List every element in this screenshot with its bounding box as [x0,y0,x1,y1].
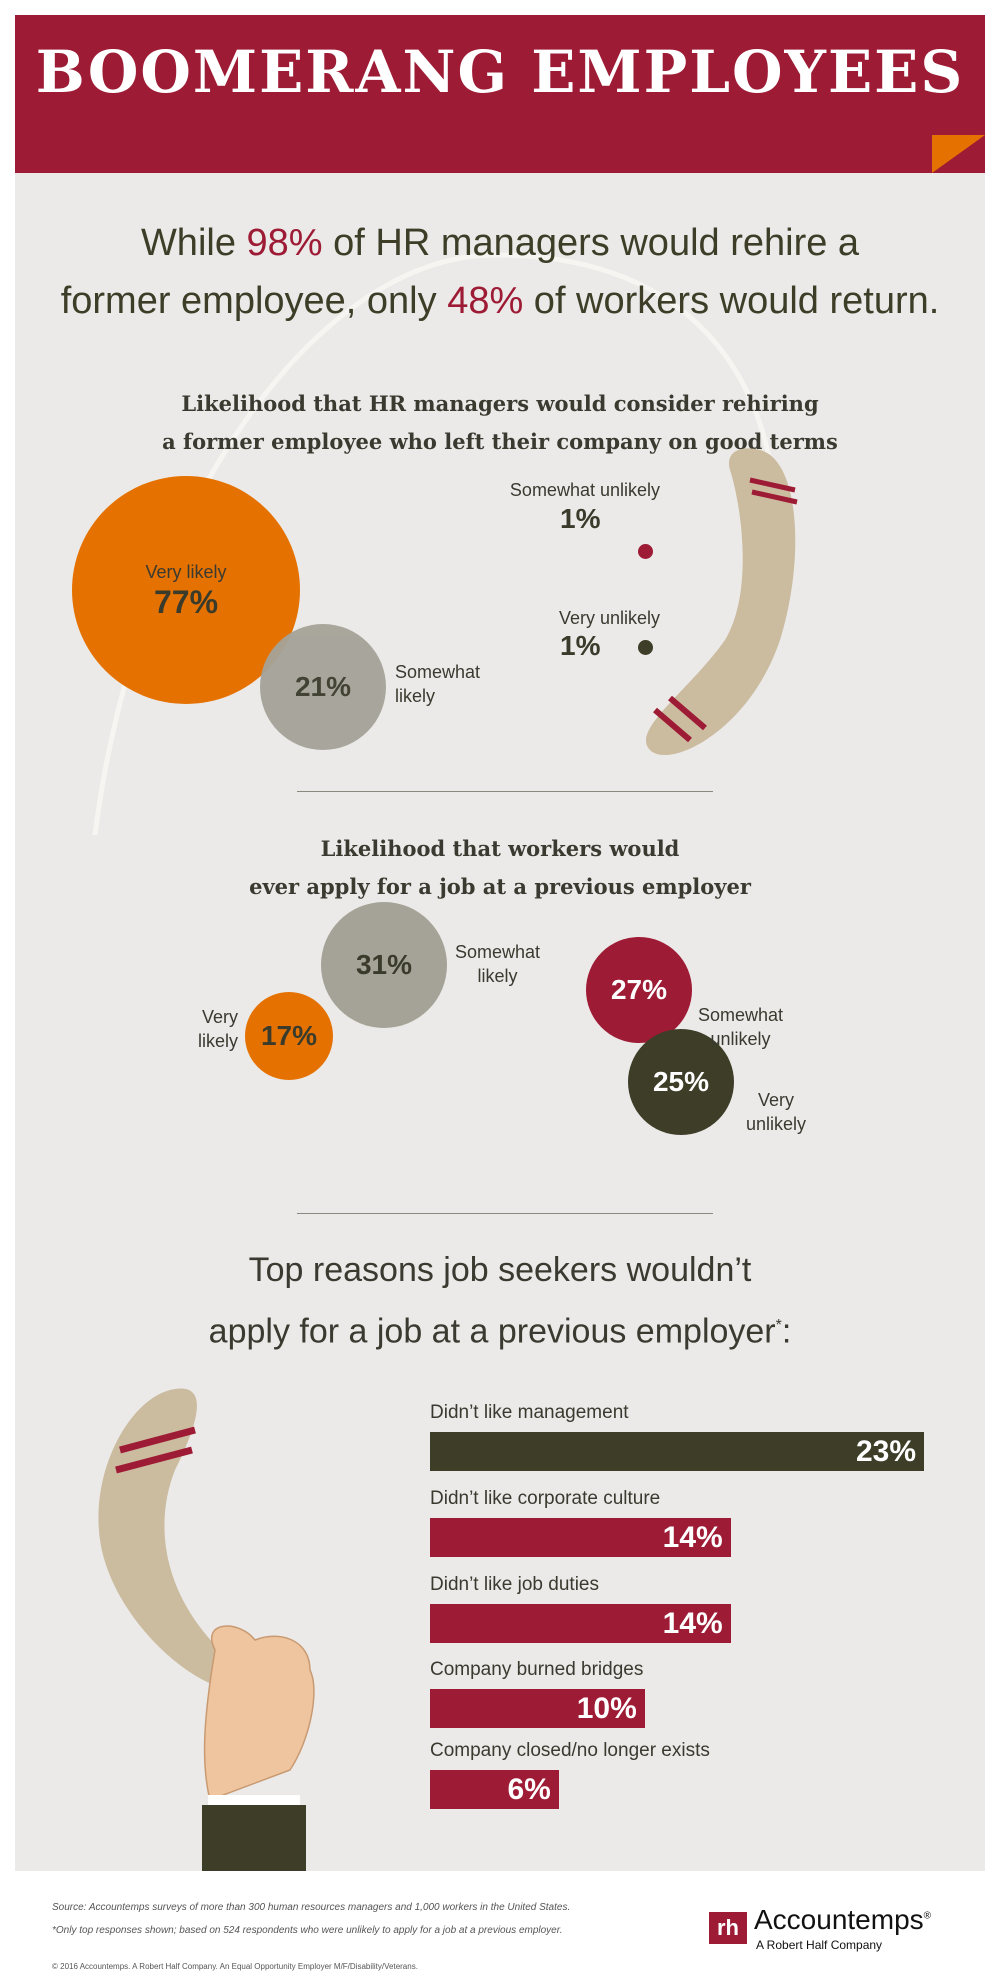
bar-label: Didn’t like management [430,1402,629,1423]
background-panel [15,15,985,1871]
bar: 23% [430,1432,924,1471]
boomerang-illustration [646,448,798,756]
bar-label: Didn’t like corporate culture [430,1488,661,1509]
somewhat-unlikely-label: Somewhat unlikely [509,480,660,500]
somewhat-likely-label: Somewhat likely [455,942,541,986]
hand-holding-boomerang-illustration [98,1388,315,1871]
very-likely-circle: 17% [245,992,333,1080]
very-likely-label: Very likely [197,1007,238,1051]
somewhat-unlikely-circle: 27% [586,937,692,1043]
very-unlikely-circle: 25% [628,1029,734,1135]
somewhat-unlikely-dot [638,544,653,559]
bar-label: Company burned bridges [430,1659,644,1680]
very-likely-circle: Very likely 77% [72,476,300,704]
copyright: © 2016 Accountemps. A Robert Half Compan… [52,1962,418,1971]
logo-mark: rh [709,1912,747,1944]
somewhat-likely-circle: 21% [260,624,386,750]
headline-line-2: former employee, only 48% of workers wou… [60,280,940,322]
bar: 14% [430,1518,731,1557]
divider [297,1213,713,1214]
bar: 10% [430,1689,645,1728]
logo-name: Accountemps® [754,1904,932,1935]
section3-title: Top reasons job seekers wouldn’t apply fo… [208,1251,792,1351]
very-unlikely-label: Very unlikely [746,1090,807,1134]
section1-title: Likelihood that HR managers would consid… [162,391,838,454]
footnote: *Only top responses shown; based on 524 … [52,1925,563,1936]
bar-label: Company closed/no longer exists [430,1740,710,1761]
somewhat-likely-circle: 31% [321,902,447,1028]
bar-label: Didn’t like job duties [430,1574,599,1595]
section2-title: Likelihood that workers would ever apply … [249,836,751,899]
bar: 14% [430,1604,731,1643]
very-unlikely-label: Very unlikely [558,608,660,628]
somewhat-unlikely-label: Somewhat unlikely [698,1005,784,1049]
page-title: BOOMERANG EMPLOYEES [35,38,965,106]
somewhat-unlikely-value: 1% [560,503,601,534]
bar: 6% [430,1770,559,1809]
source-note: Source: Accountemps surveys of more than… [52,1902,571,1913]
title-banner [15,15,985,173]
headline-line-1: While 98% of HR managers would rehire a [140,222,860,264]
very-unlikely-dot [638,640,653,655]
divider [297,791,713,792]
logo-tagline: A Robert Half Company [756,1938,883,1952]
somewhat-likely-label: Somewhat likely [395,662,481,706]
very-unlikely-value: 1% [560,630,601,661]
